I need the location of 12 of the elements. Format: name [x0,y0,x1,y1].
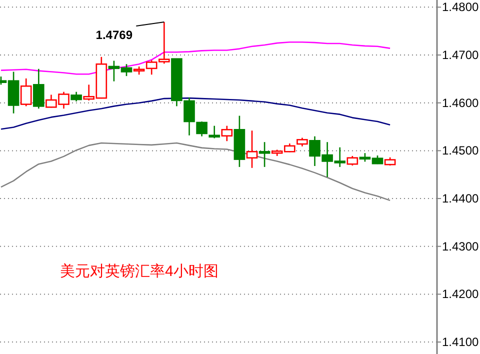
y-tick-label: 1.4600 [442,96,480,110]
y-tick-label: 1.4200 [442,287,480,302]
annotation: 1.4769 [96,28,133,42]
line-series [0,97,391,130]
y-tick-label: 1.4300 [442,239,480,254]
y-tick-label: 1.4700 [442,48,480,62]
y-tick-label: 1.4400 [442,192,480,206]
y-tick-label: 1.4100 [442,335,480,350]
annotation: 美元对英镑汇率4小时图 [60,263,218,280]
y-tick-label: 1.4800 [442,0,480,14]
line-series [0,41,391,75]
y-tick-label: 1.4500 [442,144,480,158]
